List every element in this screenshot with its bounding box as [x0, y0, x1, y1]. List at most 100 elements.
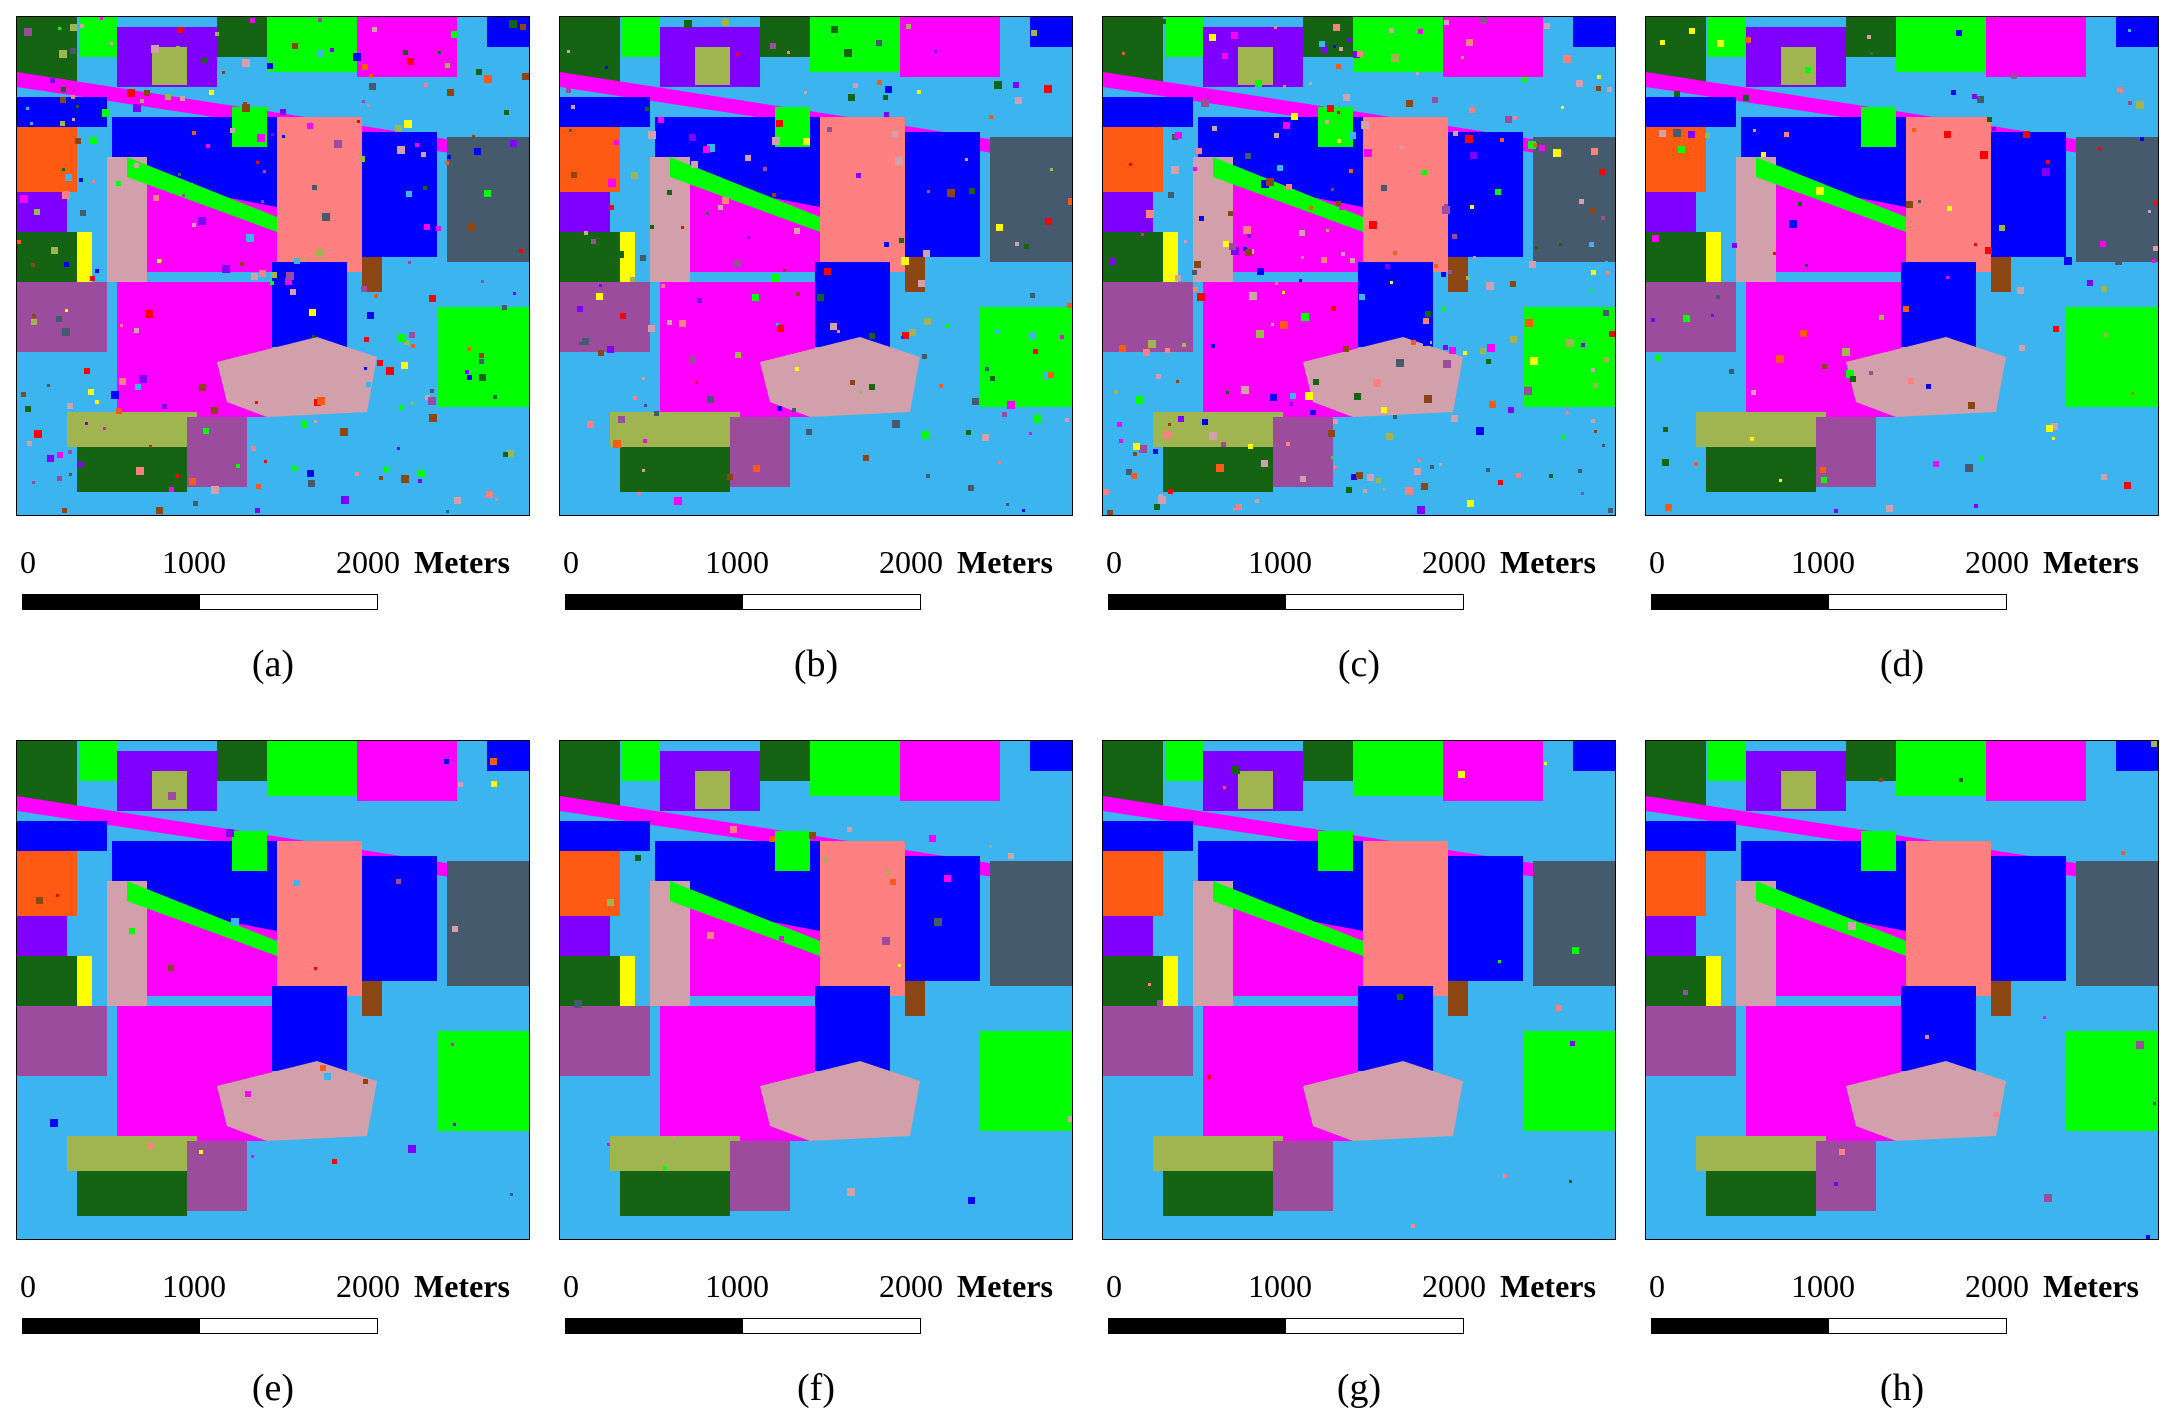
noise-pixel	[806, 429, 812, 435]
noise-pixel	[168, 792, 176, 800]
noise-pixel	[1779, 479, 1782, 482]
map-region-corn-mintill	[1363, 841, 1448, 996]
noise-pixel	[1689, 28, 1695, 34]
noise-pixel	[479, 359, 484, 364]
noise-pixel	[403, 50, 408, 55]
map-region-corn-notill	[1991, 132, 2066, 257]
noise-pixel	[614, 140, 619, 145]
noise-pixel	[1867, 35, 1871, 39]
map-region-soybean-notill	[670, 157, 820, 232]
noise-pixel	[584, 231, 588, 235]
noise-pixel	[83, 178, 86, 181]
noise-pixel	[282, 135, 285, 138]
map-region-corn-notill	[1573, 741, 1615, 771]
map-region-soybean-notill	[1708, 17, 1746, 57]
noise-pixel	[1228, 211, 1233, 216]
noise-pixel	[316, 249, 324, 257]
noise-pixel	[1146, 210, 1154, 218]
map-region-hay-windrowed	[760, 17, 810, 57]
noise-pixel	[1299, 279, 1302, 282]
noise-pixel	[421, 152, 426, 157]
noise-pixel	[415, 143, 419, 147]
noise-pixel	[1202, 419, 1208, 425]
noise-pixel	[222, 265, 230, 273]
noise-pixel	[2124, 482, 2131, 489]
noise-pixel	[1209, 432, 1217, 440]
noise-pixel	[467, 347, 471, 351]
noise-pixel	[116, 408, 122, 414]
map-region-hay-windrowed	[1163, 1171, 1273, 1216]
noise-pixel	[1361, 121, 1369, 129]
noise-pixel	[2042, 168, 2050, 176]
noise-pixel	[62, 328, 70, 336]
noise-pixel	[1363, 489, 1367, 493]
classification-noise	[36, 758, 513, 1196]
map-region-soybean-mintill	[357, 741, 457, 801]
noise-pixel	[1599, 169, 1605, 175]
noise-pixel	[2053, 326, 2059, 332]
map-region-corn	[1153, 412, 1283, 447]
noise-pixel	[1581, 492, 1584, 495]
noise-pixel	[1397, 994, 1403, 1000]
map-region-corn	[1238, 47, 1273, 85]
map-region-corn-mintill	[1906, 117, 1991, 272]
noise-pixel	[1333, 419, 1338, 424]
noise-pixel	[1822, 364, 1827, 369]
scale-label-mid: 1000	[705, 1268, 769, 1304]
map-region-soybean-notill	[1318, 107, 1353, 147]
noise-pixel	[95, 269, 99, 273]
noise-pixel	[667, 190, 672, 195]
map-region-corn-notill	[487, 17, 529, 47]
noise-pixel	[103, 427, 106, 430]
scale-bar-black-segment	[23, 595, 200, 609]
noise-pixel	[1729, 369, 1734, 374]
classification-map-image	[560, 741, 1072, 1239]
noise-pixel	[226, 829, 234, 837]
noise-pixel	[244, 132, 252, 140]
noise-pixel	[320, 1065, 326, 1071]
noise-pixel	[1411, 340, 1416, 345]
noise-pixel	[1111, 301, 1114, 304]
map-region-soybean-mintill	[900, 17, 1000, 77]
noise-pixel	[1979, 457, 1983, 461]
noise-pixel	[1422, 170, 1427, 175]
map-region-woods	[1846, 337, 2006, 417]
noise-pixel	[1015, 97, 1022, 104]
noise-pixel	[730, 826, 737, 833]
noise-pixel	[62, 168, 65, 171]
map-region-hay-windrowed	[560, 956, 620, 1006]
noise-pixel	[1393, 415, 1397, 419]
noise-pixel	[648, 325, 655, 332]
noise-pixel	[256, 484, 261, 489]
map-region-soybean-notill	[1756, 157, 1906, 232]
noise-pixel	[1229, 243, 1236, 250]
noise-pixel	[1522, 77, 1527, 82]
noise-pixel	[787, 51, 790, 54]
noise-pixel	[1489, 401, 1496, 408]
classification-noise	[1651, 28, 2158, 513]
noise-pixel	[1356, 472, 1363, 479]
noise-pixel	[620, 313, 626, 319]
noise-pixel	[1275, 282, 1278, 285]
noise-pixel	[718, 205, 723, 210]
noise-pixel	[574, 1000, 582, 1008]
noise-pixel	[367, 312, 374, 319]
noise-pixel	[989, 845, 992, 848]
map-region-corn	[1238, 771, 1273, 809]
noise-pixel	[1591, 289, 1594, 292]
noise-pixel	[2100, 241, 2106, 247]
map-region-soybean-notill	[1353, 17, 1443, 72]
noise-pixel	[1601, 216, 1605, 220]
noise-pixel	[111, 391, 119, 399]
noise-pixel	[418, 479, 422, 483]
noise-pixel	[1561, 106, 1564, 109]
noise-pixel	[1114, 390, 1118, 394]
scale-unit: Meters	[414, 544, 510, 580]
map-region-grass-pasture-mowed	[1163, 232, 1178, 282]
noise-pixel	[31, 263, 35, 267]
noise-pixel	[569, 129, 572, 132]
noise-pixel	[60, 121, 65, 126]
noise-pixel	[193, 501, 198, 506]
noise-pixel	[796, 292, 800, 296]
noise-pixel	[151, 45, 159, 53]
